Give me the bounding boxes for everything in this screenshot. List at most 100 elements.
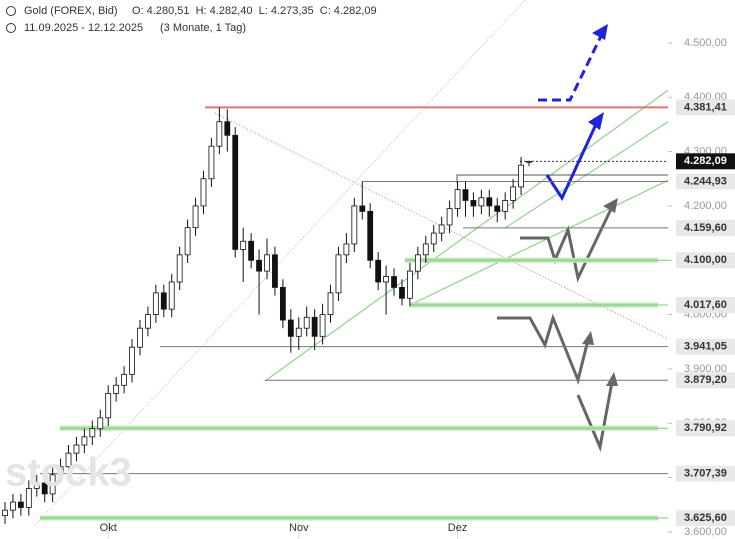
level-label-bg [676,153,735,170]
level-label-bg [676,252,735,269]
candle-body [399,287,405,299]
icon [6,6,16,16]
candle-body [121,373,127,386]
candle-body [383,276,389,283]
level-label: 4.159,60 [684,222,727,234]
candle-body [152,292,159,315]
candle-body [510,186,517,201]
arrowhead [606,372,618,386]
candle-body [208,145,215,180]
level-label-bg [676,338,735,355]
level-label-bg [676,372,735,389]
candle-body [192,205,199,229]
candle-body [430,232,437,245]
candle-body [454,189,461,210]
candle-body [295,327,302,337]
drawings [34,0,735,526]
candle-body [375,259,382,283]
candle-body [2,509,8,517]
level-label-bg [676,99,735,116]
candle-body [438,224,445,234]
level-label-bg [676,510,735,527]
candle-body [391,276,397,288]
candle-body [216,121,223,147]
range-box [456,174,735,183]
candle-body [160,292,167,310]
candle-body [89,428,96,438]
candle-body [319,314,326,337]
candle-body [168,281,175,310]
level-label-bg [676,297,735,314]
candle-body [311,316,318,337]
candle-body [470,200,477,207]
candle-body [49,474,56,495]
candle-body [327,292,334,315]
candle-body [248,240,255,261]
level-label: 4.100,00 [684,254,727,266]
ohlc-info: O: 4.280,51 H: 4.282,40 L: 4.273,35 C: 4… [132,5,377,17]
arrowhead [582,331,594,345]
candle-body [359,205,366,212]
period: 11.09.2025 - 12.12.2025 [24,22,143,34]
candle-body [526,160,532,163]
x-tick-label: Dez [448,522,468,534]
candle-body [105,392,112,419]
candle-body [494,205,501,212]
y-tick-label: 4.200,00 [684,200,727,212]
arrow [538,33,604,102]
candle-body [272,254,278,288]
candle-body [414,254,421,272]
candle-body [33,482,40,489]
candle-body [17,501,24,508]
candle-body [97,417,104,430]
level-label-bg [676,173,735,190]
title: Gold (FOREX, Bid) [24,5,118,17]
candle-body [518,164,524,188]
candle-body [73,444,80,454]
icon [6,23,16,33]
arrowhead [592,24,608,40]
level-label-bg [676,219,735,236]
candle-body [351,205,358,245]
level-label: 3.625,60 [684,512,727,524]
candle-body [446,208,453,226]
level-label: 3.707,39 [684,467,727,479]
candle-body [264,254,270,272]
candle-body [335,254,342,294]
arrow [576,381,614,453]
candle-body [65,452,72,468]
candle-body [407,270,413,299]
arrow [520,206,614,283]
candle-body [240,240,247,250]
candle-body [367,210,374,261]
candle-body [41,482,48,495]
candle-body [10,501,16,511]
candle-body [137,327,143,348]
candle-body [184,227,191,256]
candle-body [81,436,88,446]
candle-body [422,243,429,256]
arrow [497,313,590,385]
candles: Okt Nov Dez [2,107,532,539]
y-tick-label: 4.500,00 [684,37,727,49]
candle-body [343,243,350,256]
level-label: 4.282,09 [684,155,727,167]
candle-body [287,319,294,337]
candle-body [478,197,485,207]
level-label: 3.790,92 [684,422,727,434]
candle-body [486,197,493,207]
level-label: 4.017,60 [684,299,727,311]
range: (3 Monate, 1 Tag) [160,22,246,34]
candle-body [279,287,286,321]
candle-body [462,189,469,201]
axis-bg [668,0,735,539]
arrowhead [588,112,604,130]
candle-body [303,316,310,329]
candle-body [200,178,207,207]
level-label: 3.879,20 [684,374,727,386]
level-label-bg [676,420,735,437]
y-axis: 3.600,003.700,003.800,003.900,004.000,00… [668,0,735,539]
header-bg [0,0,440,36]
candle-body [113,384,120,394]
